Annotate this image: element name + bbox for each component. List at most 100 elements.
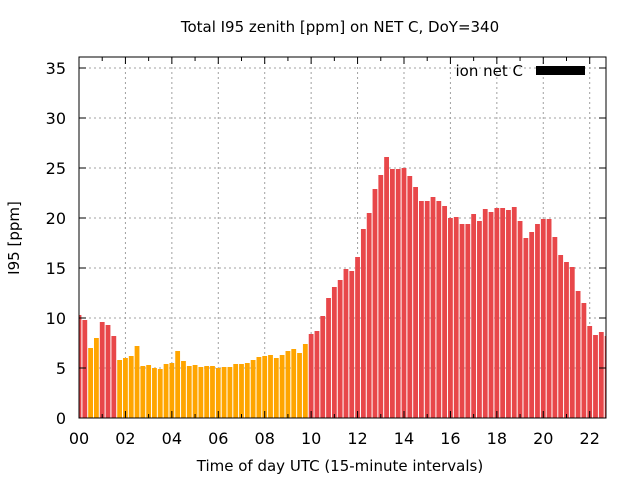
x-tick-label: 22 (580, 429, 600, 448)
legend-label: ion net C (456, 62, 523, 80)
bar (604, 336, 606, 418)
bar (575, 291, 581, 418)
y-axis-title: I95 [ppm] (5, 201, 23, 275)
bar (424, 201, 430, 418)
x-tick-label: 08 (255, 429, 275, 448)
bar (105, 325, 111, 418)
bar (221, 367, 227, 418)
x-tick-label: 06 (208, 429, 228, 448)
bar (540, 219, 546, 418)
bar (123, 358, 128, 418)
bar (587, 326, 593, 418)
x-tick-label: 18 (487, 429, 507, 448)
bar (210, 366, 215, 418)
bar (140, 366, 146, 418)
bar (331, 287, 337, 418)
bar (465, 224, 471, 418)
bar (111, 336, 117, 418)
bar (273, 358, 279, 418)
y-tick-label: 25 (46, 159, 66, 178)
bar (337, 280, 343, 418)
bar (558, 255, 564, 418)
bar (360, 229, 366, 418)
bar (239, 364, 244, 418)
bar (256, 357, 262, 418)
bar (453, 217, 459, 418)
chart-title: Total I95 zenith [ppm] on NET C, DoY=340 (180, 18, 499, 36)
bar (215, 368, 221, 418)
bar (506, 210, 511, 418)
bar (262, 356, 268, 418)
bar (314, 331, 320, 418)
legend-swatch (536, 66, 585, 75)
bar (117, 360, 123, 418)
bar (500, 208, 506, 418)
bar (581, 303, 587, 418)
bar (384, 157, 389, 418)
y-tick-label: 15 (46, 259, 66, 278)
y-tick-label: 10 (46, 309, 66, 328)
y-tick-labels: 0 5 10 15 20 25 30 35 (46, 59, 66, 428)
bar (407, 176, 413, 418)
bar (233, 364, 239, 418)
bar (94, 338, 99, 418)
bar (477, 221, 482, 418)
bar (198, 367, 204, 418)
bar (482, 209, 488, 418)
bar (79, 315, 82, 418)
bar (244, 363, 250, 418)
bar (413, 187, 418, 418)
bar (395, 169, 401, 418)
bar (250, 360, 256, 418)
bar (459, 224, 465, 418)
bar (169, 363, 175, 418)
bar (175, 351, 181, 418)
bar (349, 271, 355, 418)
bar (308, 334, 314, 418)
bar (523, 238, 529, 418)
bar (389, 169, 395, 418)
bar (326, 298, 331, 418)
legend: ion net C (456, 62, 585, 80)
bar (297, 353, 302, 418)
x-tick-label: 14 (394, 429, 414, 448)
bar (529, 232, 535, 418)
x-tick-label: 00 (69, 429, 89, 448)
bar (546, 219, 552, 418)
bar (488, 212, 494, 418)
bar (163, 364, 169, 418)
x-tick-label: 02 (115, 429, 135, 448)
bar (204, 366, 210, 418)
bar (593, 335, 598, 418)
y-tick-label: 20 (46, 209, 66, 228)
bar (192, 365, 198, 418)
x-tick-labels: 00 02 04 06 08 10 12 14 16 18 20 22 (69, 429, 600, 448)
bar (88, 348, 94, 418)
bar (442, 206, 448, 418)
bar (146, 365, 152, 418)
bar (401, 168, 407, 418)
bar (366, 213, 372, 418)
x-tick-label: 12 (347, 429, 367, 448)
bar (285, 351, 291, 418)
bar (99, 322, 105, 418)
bar (436, 201, 442, 418)
bar (134, 346, 140, 418)
bar (494, 208, 500, 418)
x-tick-label: 04 (162, 429, 182, 448)
bar (302, 344, 308, 418)
bar (517, 221, 523, 418)
x-tick-label: 10 (301, 429, 321, 448)
y-tick-label: 5 (56, 359, 66, 378)
bar (186, 366, 192, 418)
x-tick-label: 20 (533, 429, 553, 448)
bar (152, 368, 157, 418)
bar (227, 367, 233, 418)
x-axis-title: Time of day UTC (15-minute intervals) (196, 457, 483, 475)
bar (128, 356, 134, 418)
axes (78, 56, 607, 419)
bar (181, 361, 186, 418)
bar (569, 267, 575, 418)
x-tick-label: 16 (440, 429, 460, 448)
